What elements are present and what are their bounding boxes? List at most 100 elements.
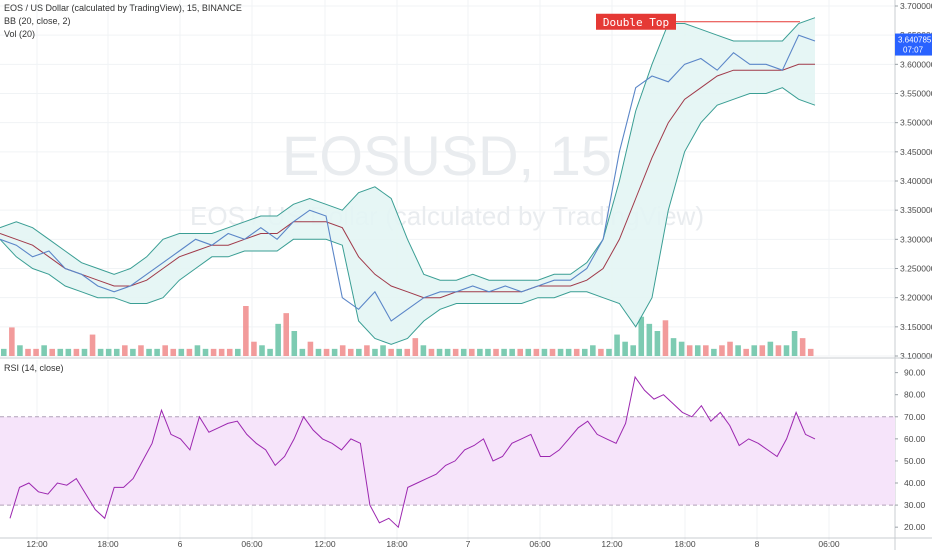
volume-bar (743, 348, 749, 356)
time-axis: 12:00 18:00 6 06:00 12:00 18:00 7 06:00 12:00 18:… (26, 539, 840, 549)
volume-bars (1, 306, 814, 356)
volume-bar (630, 345, 636, 356)
price-axis-tick-label: 3.500000 (900, 118, 932, 128)
volume-bar (767, 341, 774, 356)
time-axis-tick-label: 12:00 (314, 539, 336, 549)
volume-bar (49, 348, 55, 356)
volume-bar (694, 345, 701, 356)
price-axis-tick-label: 3.200000 (900, 293, 932, 303)
volume-bar (581, 348, 588, 356)
volume-bar (799, 338, 806, 356)
price-axis-tick-label: 3.550000 (900, 89, 932, 99)
volume-bar (670, 338, 677, 356)
volume-bar (372, 348, 378, 356)
bb-upper-line (0, 17, 816, 281)
time-axis-tick-label: 12:00 (601, 539, 623, 549)
volume-bar (154, 348, 160, 356)
volume-bar (162, 345, 168, 356)
volume-bar (9, 327, 15, 356)
time-axis-tick-label: 06:00 (529, 539, 551, 549)
price-axis-tick-label: 3.400000 (900, 176, 932, 186)
volume-bar (469, 348, 475, 356)
volume-bar (517, 348, 524, 356)
volume-bar (541, 348, 548, 356)
volume-bar (186, 348, 193, 356)
volume-bar (573, 348, 580, 356)
volume-bar (97, 348, 104, 356)
volume-bar (460, 348, 467, 356)
volume-bar (477, 348, 483, 356)
last-price-badge (895, 33, 932, 56)
volume-bar (146, 348, 152, 356)
rsi-legend[interactable]: RSI (14, close) (4, 363, 64, 373)
volume-bar (493, 348, 499, 356)
volume-bar (525, 348, 532, 356)
volume-bar (727, 341, 733, 356)
price-axis-tick-label: 3.100000 (900, 351, 932, 361)
volume-bar (711, 348, 717, 356)
volume-bar (614, 334, 620, 356)
time-axis-tick-label: 18:00 (97, 539, 119, 549)
time-axis-tick-label: 7 (466, 539, 471, 549)
volume-bar (251, 341, 257, 356)
double-top-label-bg (596, 13, 676, 30)
volume-bar (420, 345, 427, 356)
rsi-axis-tick-label: 60.00 (904, 434, 926, 444)
price-axis-tick-label: 3.150000 (900, 322, 932, 332)
volume-bar (557, 348, 564, 356)
volume-bar (388, 348, 394, 356)
volume-bar (194, 345, 201, 356)
price-axis-tick-label: 3.700000 (900, 1, 932, 11)
rsi-axis-tick-label: 30.00 (904, 500, 926, 510)
volume-bar (235, 348, 241, 356)
volume-bar (622, 341, 628, 356)
volume-bar (267, 348, 273, 356)
volume-bar (533, 348, 540, 356)
rsi-axis-tick-label: 40.00 (904, 478, 926, 488)
volume-bar (662, 320, 669, 356)
bb-basis-line (0, 63, 815, 299)
volume-bar (291, 331, 298, 356)
price-line (0, 34, 816, 322)
volume-bar (380, 345, 386, 356)
volume-bar (807, 348, 814, 356)
volume-bar (138, 345, 144, 356)
volume-bar (549, 348, 556, 356)
watermark-ticker: EOSUSD, 15 (282, 124, 612, 187)
symbol-legend[interactable]: EOS / US Dollar (calculated by TradingVi… (4, 3, 242, 13)
rsi-line (9, 375, 816, 529)
volume-bar (307, 341, 314, 356)
bb-legend[interactable]: BB (20, close, 2) (4, 16, 71, 26)
volume-bar (436, 348, 443, 356)
last-price-countdown: 07:07 (903, 46, 924, 55)
volume-bar (444, 348, 451, 356)
volume-bar (130, 348, 136, 356)
volume-bar (89, 334, 96, 356)
time-axis-tick-label: 6 (178, 539, 183, 549)
volume-bar (396, 348, 402, 356)
volume-bar (178, 348, 185, 356)
volume-bar (243, 306, 249, 356)
volume-bar (25, 348, 31, 356)
volume-bar (323, 348, 330, 356)
volume-bar (65, 348, 72, 356)
vol-legend[interactable]: Vol (20) (4, 29, 36, 39)
price-axis-tick-label: 3.350000 (900, 205, 932, 215)
double-top-label: Double Top (603, 16, 669, 29)
price-axis: 3.7000003.6500003.6000003.5500003.500000… (894, 0, 932, 550)
volume-bar (73, 348, 80, 356)
price-axis-tick-label: 3.300000 (900, 234, 932, 244)
volume-bar (565, 348, 572, 356)
volume-bar (17, 345, 23, 356)
volume-bar (638, 316, 645, 356)
volume-bar (412, 338, 419, 356)
time-axis-tick-label: 06:00 (818, 539, 840, 549)
time-axis-tick-label: 8 (755, 539, 760, 549)
volume-bar (678, 341, 685, 356)
price-axis-tick-label: 3.600000 (900, 59, 932, 69)
price-axis-tick-label: 3.250000 (900, 264, 932, 274)
volume-bar (105, 348, 112, 356)
volume-bar (57, 348, 64, 356)
bb-lower-line (0, 87, 816, 345)
